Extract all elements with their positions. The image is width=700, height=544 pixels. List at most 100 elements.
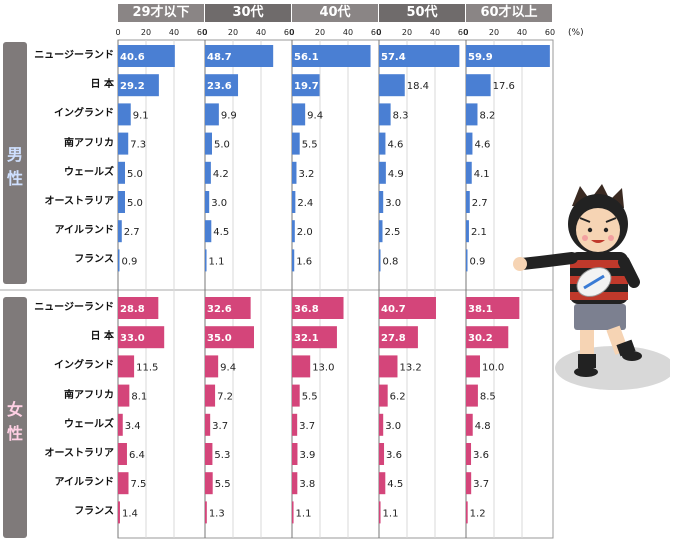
bar <box>205 297 251 319</box>
bar <box>292 501 294 524</box>
value-label: 3.2 <box>298 169 314 180</box>
bar <box>292 326 337 349</box>
value-label: 4.5 <box>387 479 403 490</box>
category-label: フランス <box>74 506 114 518</box>
category-label: ニュージーランド <box>34 50 114 61</box>
value-label: 3.7 <box>299 421 315 432</box>
value-label: 3.7 <box>212 421 228 432</box>
bar <box>118 220 122 243</box>
category-label: オーストラリア <box>44 196 115 207</box>
value-label: 1.6 <box>296 256 312 267</box>
bar <box>205 161 211 184</box>
category-label: 日 本 <box>90 331 114 343</box>
bar <box>466 132 473 155</box>
bar <box>379 355 398 378</box>
bar <box>466 501 468 524</box>
value-label: 3.6 <box>473 450 489 461</box>
bar <box>292 413 298 436</box>
value-label: 4.9 <box>388 169 404 180</box>
category-label: 日 本 <box>90 79 114 91</box>
value-label: 3.0 <box>385 421 401 432</box>
bar <box>292 297 344 319</box>
value-label: 9.1 <box>133 110 149 121</box>
value-label: 35.0 <box>207 333 232 344</box>
tick-label: 20 <box>141 28 151 37</box>
bar <box>205 220 212 243</box>
bar <box>118 472 129 495</box>
bar <box>292 384 300 407</box>
bar <box>118 443 127 465</box>
category-label: 南アフリカ <box>64 389 114 401</box>
bar <box>466 472 472 495</box>
value-label: 2.1 <box>471 227 487 238</box>
bar <box>118 161 125 184</box>
bar <box>379 326 418 349</box>
bar <box>205 501 207 524</box>
value-label: 9.9 <box>221 110 237 121</box>
value-label: 3.0 <box>211 198 227 209</box>
bar <box>118 355 135 378</box>
tick-label: 20 <box>402 28 412 37</box>
value-label: 4.2 <box>213 169 229 180</box>
bar <box>205 443 213 465</box>
bar <box>292 191 296 213</box>
value-label: 13.0 <box>312 362 334 373</box>
category-label: 南アフリカ <box>64 137 114 149</box>
tick-label: 0 <box>289 28 294 37</box>
bar <box>466 384 478 407</box>
bar <box>379 74 405 97</box>
value-label: 33.0 <box>120 333 145 344</box>
bar <box>292 355 311 378</box>
value-label: 19.7 <box>294 81 319 92</box>
tick-label: 40 <box>517 28 527 37</box>
value-label: 28.8 <box>120 304 145 315</box>
bar <box>118 45 175 67</box>
tick-label: 60 <box>197 28 207 37</box>
value-label: 4.1 <box>474 169 490 180</box>
value-label: 13.2 <box>399 362 421 373</box>
value-label: 29.2 <box>120 81 145 92</box>
tick-label: 60 <box>371 28 381 37</box>
tick-label: 40 <box>430 28 440 37</box>
value-label: 27.8 <box>381 333 406 344</box>
value-label: 1.1 <box>209 256 225 267</box>
bar <box>466 249 468 272</box>
value-label: 7.3 <box>130 140 146 151</box>
bar <box>379 443 385 465</box>
value-label: 6.2 <box>390 392 406 403</box>
value-label: 2.0 <box>297 227 313 238</box>
bar <box>379 413 384 436</box>
bar <box>205 74 239 97</box>
value-label: 5.5 <box>302 140 318 151</box>
value-label: 2.5 <box>385 227 401 238</box>
bar <box>205 249 207 272</box>
bar <box>205 355 219 378</box>
rugby-player-illustration <box>513 184 670 390</box>
bar <box>379 472 386 495</box>
category-label: イングランド <box>54 360 114 372</box>
value-label: 3.0 <box>385 198 401 209</box>
bar <box>205 413 211 436</box>
bar <box>466 355 480 378</box>
value-label: 2.7 <box>124 227 140 238</box>
tick-label: 60 <box>284 28 294 37</box>
unit-label: (%) <box>568 28 584 38</box>
bar <box>379 297 436 319</box>
gender-label: 女性 <box>3 297 27 538</box>
bar <box>379 103 391 126</box>
value-label: 3.6 <box>386 450 402 461</box>
bar <box>292 103 306 126</box>
value-label: 57.4 <box>381 52 406 63</box>
value-label: 59.9 <box>468 52 493 63</box>
value-label: 38.1 <box>468 304 493 315</box>
value-label: 3.8 <box>299 479 315 490</box>
value-label: 0.9 <box>122 256 138 267</box>
value-label: 9.4 <box>307 110 323 121</box>
bar <box>292 249 295 272</box>
tick-label: 0 <box>376 28 381 37</box>
value-label: 4.5 <box>213 227 229 238</box>
bar <box>379 384 388 407</box>
value-label: 5.5 <box>215 479 231 490</box>
value-label: 40.6 <box>120 52 145 63</box>
